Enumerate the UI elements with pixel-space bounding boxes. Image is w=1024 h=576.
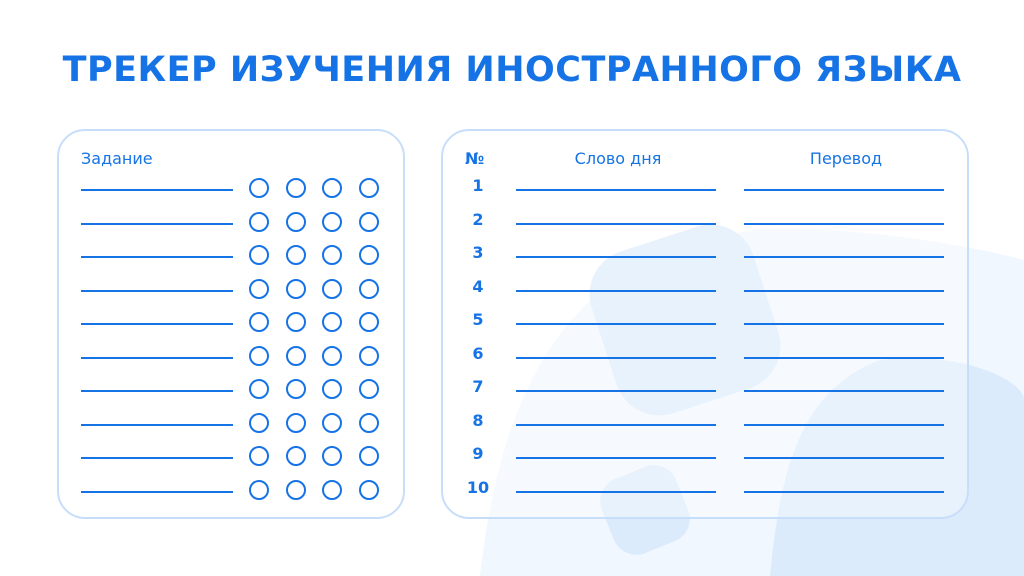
word-line[interactable] [516, 490, 716, 493]
progress-circle[interactable] [249, 211, 269, 232]
word-line[interactable] [516, 189, 716, 191]
row-number: 2 [472, 209, 484, 229]
progress-circle[interactable] [359, 278, 380, 299]
progress-circle[interactable] [322, 245, 343, 265]
progress-circle[interactable] [249, 345, 269, 366]
translation-line[interactable] [744, 189, 944, 191]
row-number: 6 [472, 343, 484, 363]
word-line[interactable] [516, 457, 716, 459]
word-card: № Слово дня Перевод 1 2 3 4 5 6 7 8 9 10 [441, 129, 969, 519]
progress-circle[interactable] [359, 178, 380, 198]
progress-circle[interactable] [322, 178, 343, 198]
decor-shape [600, 465, 690, 555]
progress-circle[interactable] [249, 446, 269, 466]
row-number: 7 [472, 377, 484, 396]
task-header: Задание [81, 149, 153, 168]
row-number: 9 [472, 444, 484, 463]
task-line[interactable] [81, 457, 233, 459]
task-line[interactable] [81, 356, 233, 359]
task-line[interactable] [81, 423, 233, 426]
progress-circle[interactable] [285, 245, 306, 265]
progress-circle[interactable] [285, 278, 306, 299]
progress-circle[interactable] [249, 412, 269, 433]
row-number: 8 [472, 410, 484, 430]
progress-circle[interactable] [285, 446, 306, 466]
translation-line[interactable] [744, 490, 944, 493]
translation-line[interactable] [744, 356, 944, 359]
translation-line[interactable] [744, 323, 944, 325]
row-number: 3 [472, 243, 484, 262]
word-header: Слово дня [574, 149, 662, 168]
progress-circle[interactable] [359, 312, 380, 332]
progress-circle[interactable] [285, 345, 306, 366]
progress-circle[interactable] [249, 312, 269, 332]
progress-circle[interactable] [285, 312, 306, 332]
progress-circle[interactable] [322, 312, 343, 332]
row-number: 4 [472, 276, 484, 296]
progress-circle[interactable] [285, 412, 306, 433]
translation-line[interactable] [744, 390, 944, 392]
word-line[interactable] [516, 323, 716, 325]
progress-circle[interactable] [322, 211, 343, 232]
progress-circle[interactable] [249, 178, 269, 198]
progress-circle[interactable] [322, 379, 343, 399]
word-line[interactable] [516, 356, 716, 359]
progress-circle[interactable] [249, 278, 269, 299]
decor-shape [770, 358, 1024, 576]
task-line[interactable] [81, 189, 233, 191]
progress-circle[interactable] [322, 479, 343, 500]
translation-line[interactable] [744, 222, 944, 225]
progress-circle[interactable] [322, 345, 343, 366]
progress-circle[interactable] [359, 412, 380, 433]
progress-circle[interactable] [285, 211, 306, 232]
word-line[interactable] [516, 256, 716, 258]
translation-line[interactable] [744, 457, 944, 459]
translation-header: Перевод [809, 149, 883, 168]
translation-line[interactable] [744, 289, 944, 292]
decor-shape [589, 224, 781, 416]
translation-line[interactable] [744, 423, 944, 426]
row-number: 10 [466, 477, 490, 497]
progress-circle[interactable] [359, 479, 380, 500]
progress-circle[interactable] [359, 245, 380, 265]
progress-circle[interactable] [359, 446, 380, 466]
progress-circle[interactable] [359, 379, 380, 399]
progress-circle[interactable] [249, 379, 269, 399]
task-line[interactable] [81, 289, 233, 292]
progress-circle[interactable] [249, 245, 269, 265]
word-line[interactable] [516, 289, 716, 292]
word-line[interactable] [516, 423, 716, 426]
progress-circle[interactable] [359, 211, 380, 232]
progress-circle[interactable] [285, 178, 306, 198]
task-line[interactable] [81, 490, 233, 493]
task-card: Задание [57, 129, 405, 519]
number-header: № [465, 149, 485, 168]
task-line[interactable] [81, 390, 233, 392]
progress-circle[interactable] [249, 479, 269, 500]
progress-circle[interactable] [322, 412, 343, 433]
translation-line[interactable] [744, 256, 944, 258]
page-title: ТРЕКЕР ИЗУЧЕНИЯ ИНОСТРАННОГО ЯЗЫКА [62, 50, 962, 90]
task-line[interactable] [81, 323, 233, 325]
row-number: 1 [472, 176, 484, 195]
row-number: 5 [472, 310, 484, 329]
word-line[interactable] [516, 390, 716, 392]
progress-circle[interactable] [322, 278, 343, 299]
progress-circle[interactable] [322, 446, 343, 466]
progress-circle[interactable] [285, 479, 306, 500]
task-line[interactable] [81, 256, 233, 258]
task-line[interactable] [81, 222, 233, 225]
progress-circle[interactable] [285, 379, 306, 399]
progress-circle[interactable] [359, 345, 380, 366]
word-line[interactable] [516, 222, 716, 225]
